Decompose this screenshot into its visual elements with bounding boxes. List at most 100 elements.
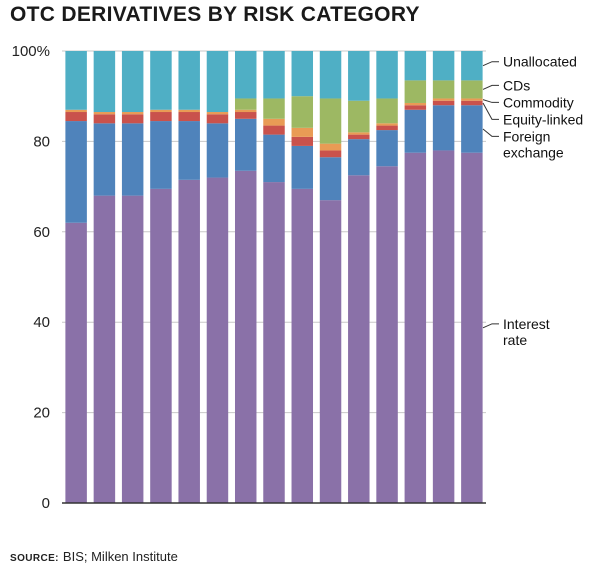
bar-segment-10-cds bbox=[319, 98, 342, 144]
bar-segment-3-equity-linked bbox=[121, 114, 144, 124]
bar-segment-8-foreign-exchange bbox=[263, 134, 285, 183]
bar-segment-15-foreign-exchange bbox=[461, 105, 483, 153]
bar-segment-7-interest-rate bbox=[234, 170, 257, 503]
bar-segment-6-foreign-exchange bbox=[206, 123, 229, 178]
bar-segment-15-unallocated bbox=[461, 51, 483, 81]
bar-segment-7-equity-linked bbox=[234, 112, 257, 119]
leader-line-foreign-exchange bbox=[482, 128, 499, 137]
bar-segment-12-foreign-exchange bbox=[376, 130, 398, 167]
bar-segment-5-equity-linked bbox=[178, 112, 200, 122]
axes: 0 20 40 60 80 100% bbox=[12, 43, 486, 512]
bar-segment-15-commodity bbox=[461, 98, 483, 101]
bar-segment-4-equity-linked bbox=[150, 112, 172, 122]
bar-segment-15-equity-linked bbox=[461, 100, 483, 106]
bar-segment-9-commodity bbox=[291, 127, 314, 137]
bar-segment-7-unallocated bbox=[234, 51, 257, 99]
bar-segment-9-equity-linked bbox=[291, 136, 314, 146]
y-tick-label-40: 40 bbox=[33, 314, 50, 331]
bar-segment-9-interest-rate bbox=[291, 188, 314, 504]
bar-segment-3-interest-rate bbox=[121, 195, 144, 503]
bar-segment-11-cds bbox=[348, 100, 370, 133]
legend: Interest rate Foreign exchangeEquity-linked… bbox=[482, 54, 583, 348]
bar-segment-2-foreign-exchange bbox=[93, 123, 116, 196]
bar-segment-13-commodity bbox=[404, 102, 427, 106]
bar-segment-1-unallocated bbox=[65, 51, 87, 110]
leader-line-interest-rate bbox=[482, 323, 499, 329]
leader-line-commodity bbox=[482, 99, 499, 103]
bar-segment-1-interest-rate bbox=[65, 222, 87, 503]
legend-label-interest-rate: Interest rate bbox=[503, 316, 550, 348]
bar-segment-12-unallocated bbox=[376, 51, 398, 99]
bar-segment-13-foreign-exchange bbox=[404, 109, 427, 153]
legend-label-cds: CDs bbox=[503, 77, 530, 93]
bar-segment-14-interest-rate bbox=[432, 150, 455, 503]
bar-segment-12-commodity bbox=[376, 123, 398, 126]
y-tick-label-20: 20 bbox=[33, 405, 50, 422]
bar-segment-1-commodity bbox=[65, 109, 87, 113]
bar-segment-5-interest-rate bbox=[178, 179, 200, 503]
bar-segment-7-commodity bbox=[234, 109, 257, 113]
bar-segment-12-equity-linked bbox=[376, 125, 398, 131]
bar-segment-13-equity-linked bbox=[404, 105, 427, 110]
bar-segment-15-interest-rate bbox=[461, 152, 483, 503]
bar-segment-2-unallocated bbox=[93, 51, 116, 113]
bar-segment-6-interest-rate bbox=[206, 177, 229, 503]
bar-segment-11-unallocated bbox=[348, 51, 370, 101]
source-note: SOURCE: BIS; Milken Institute bbox=[10, 549, 178, 564]
y-tick-label-80: 80 bbox=[33, 133, 50, 150]
bar-segment-11-equity-linked bbox=[348, 134, 370, 140]
y-tick-label-100: 100% bbox=[12, 43, 50, 60]
bar-segment-2-interest-rate bbox=[93, 195, 116, 503]
legend-label-foreign-exchange: Foreign exchange bbox=[503, 128, 564, 160]
bar-segment-6-unallocated bbox=[206, 51, 229, 113]
bar-segment-10-equity-linked bbox=[319, 150, 342, 158]
source-label: SOURCE: bbox=[10, 553, 59, 564]
bar-segment-4-interest-rate bbox=[150, 188, 172, 504]
bar-segment-8-interest-rate bbox=[263, 182, 285, 503]
bar-segment-8-commodity bbox=[263, 118, 285, 126]
bar-segment-3-commodity bbox=[121, 112, 144, 115]
bar-segment-1-equity-linked bbox=[65, 112, 87, 122]
bar-segment-11-foreign-exchange bbox=[348, 139, 370, 176]
bar-segment-10-commodity bbox=[319, 143, 342, 151]
bar-segment-8-cds bbox=[263, 98, 285, 119]
bar-segment-9-unallocated bbox=[291, 51, 314, 97]
bar-segment-2-equity-linked bbox=[93, 114, 116, 124]
bar-segment-4-unallocated bbox=[150, 51, 172, 110]
bar-segment-15-cds bbox=[461, 80, 483, 99]
bar-segment-8-equity-linked bbox=[263, 125, 285, 135]
bar-segment-4-commodity bbox=[150, 109, 172, 113]
bar-segment-14-equity-linked bbox=[432, 100, 455, 106]
bar-segment-14-commodity bbox=[432, 98, 455, 101]
bar-segment-7-foreign-exchange bbox=[234, 118, 257, 171]
bar-segment-4-foreign-exchange bbox=[150, 121, 172, 189]
bar-segment-8-unallocated bbox=[263, 51, 285, 99]
bar-segment-12-interest-rate bbox=[376, 166, 398, 503]
bar-segment-1-foreign-exchange bbox=[65, 121, 87, 223]
leader-line-cds bbox=[482, 84, 499, 90]
bar-segment-9-cds bbox=[291, 96, 314, 128]
bar-segment-11-interest-rate bbox=[348, 175, 370, 504]
bar-segment-10-interest-rate bbox=[319, 200, 342, 503]
bar-segment-7-cds bbox=[234, 98, 257, 110]
bar-segment-3-foreign-exchange bbox=[121, 123, 144, 196]
bar-segment-14-foreign-exchange bbox=[432, 105, 455, 151]
legend-label-commodity: Commodity bbox=[503, 94, 574, 110]
bar-segment-14-cds bbox=[432, 80, 455, 99]
bar-segment-5-unallocated bbox=[178, 51, 200, 110]
bar-segment-9-foreign-exchange bbox=[291, 145, 314, 189]
bar-segment-11-commodity bbox=[348, 132, 370, 135]
bar-segment-13-interest-rate bbox=[404, 152, 427, 503]
bar-segment-13-unallocated bbox=[404, 51, 427, 81]
bar-segment-10-foreign-exchange bbox=[319, 157, 342, 201]
source-text: BIS; Milken Institute bbox=[62, 549, 178, 564]
bar-segment-6-equity-linked bbox=[206, 114, 229, 124]
legend-label-equity-linked: Equity-linked bbox=[503, 111, 583, 127]
bar-segment-6-commodity bbox=[206, 112, 229, 115]
y-tick-label-60: 60 bbox=[33, 224, 50, 241]
y-tick-label-0: 0 bbox=[42, 495, 50, 512]
leader-line-equity-linked bbox=[482, 102, 499, 120]
bar-segment-10-unallocated bbox=[319, 51, 342, 99]
bar-segment-2-commodity bbox=[93, 112, 116, 115]
